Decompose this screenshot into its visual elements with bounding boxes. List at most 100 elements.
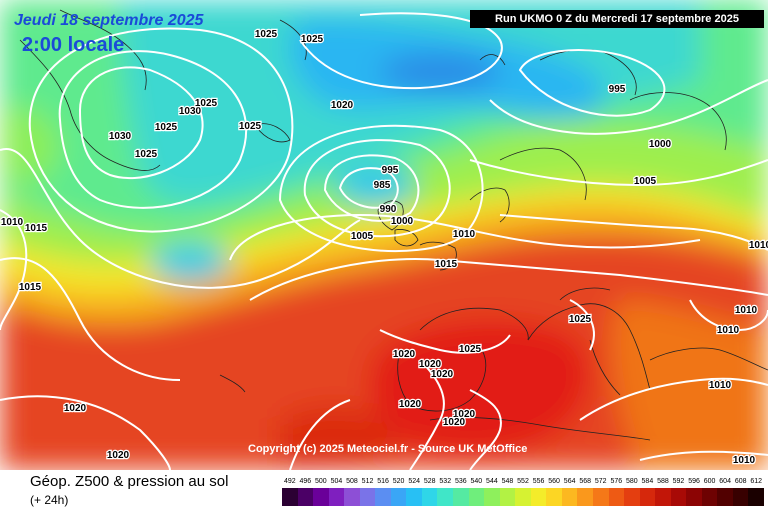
isobar-label: 1025 <box>239 121 262 132</box>
legend-swatch <box>421 488 438 506</box>
legend-label: 516 <box>377 478 389 485</box>
legend-swatch <box>453 488 470 506</box>
legend-swatch <box>375 488 392 506</box>
isobar-label: 1020 <box>64 403 87 414</box>
color-legend: 492 496 500 504 508 512 516 520 524 528 532 536 540 5… <box>282 478 765 506</box>
isobar-lines <box>0 12 768 470</box>
weather-map: 1025 102510201030103010251025102510259959… <box>0 0 768 470</box>
legend-swatch <box>639 488 656 506</box>
legend-swatch <box>499 488 516 506</box>
legend-label: 496 <box>299 478 312 485</box>
isobar-label: 1005 <box>634 176 657 187</box>
legend-swatch <box>592 488 609 506</box>
legend-swatch <box>359 488 376 506</box>
legend-swatch <box>561 488 578 506</box>
legend-label: 588 <box>657 478 669 485</box>
isobar-label: 1010 <box>709 380 732 391</box>
isobar-label: 1020 <box>393 349 416 360</box>
legend-label: 540 <box>470 478 483 485</box>
isobar-label: 1010 <box>1 217 24 228</box>
isobar-label: 1025 <box>135 149 158 160</box>
coastlines <box>19 9 768 441</box>
legend-swatch <box>717 488 734 506</box>
legend-swatch <box>732 488 749 506</box>
isobar-label: 1025 <box>459 344 482 355</box>
isobar-label: 995 <box>609 84 626 95</box>
legend-swatch <box>670 488 687 506</box>
isobar-label: 1010 <box>717 325 740 336</box>
isobar-label: 1025 <box>195 98 218 109</box>
legend-swatch <box>546 488 563 506</box>
legend-label: 524 <box>408 478 420 485</box>
legend-label: 552 <box>517 478 529 485</box>
legend-swatch <box>530 488 547 506</box>
legend-label: 536 <box>454 478 467 485</box>
legend-label: 556 <box>532 478 545 485</box>
legend-label: 592 <box>672 478 685 485</box>
legend-label: 572 <box>594 478 607 485</box>
legend-label: 508 <box>346 478 358 485</box>
isobar-label: 1020 <box>331 100 354 111</box>
legend-label: 596 <box>688 478 700 485</box>
legend-label: 548 <box>501 478 514 485</box>
legend-swatch <box>297 488 314 506</box>
legend-swatch <box>515 488 532 506</box>
legend-swatch <box>748 488 765 506</box>
legend-swatch <box>344 488 361 506</box>
legend-label: 500 <box>315 478 327 485</box>
legend-swatch <box>655 488 672 506</box>
isobar-labels: 1025 102510201030103010251025102510259959… <box>0 28 768 468</box>
legend-label: 612 <box>750 478 763 485</box>
legend-label: 512 <box>361 478 374 485</box>
isobar-label: 1025 <box>569 314 592 325</box>
legend-label: 564 <box>563 478 576 485</box>
legend-swatch <box>390 488 407 506</box>
legend-label: 520 <box>392 478 405 485</box>
isobar-label: 1000 <box>649 139 672 150</box>
legend-swatch <box>624 488 641 506</box>
isobar-label: 1025 <box>155 122 178 133</box>
forecast-offset: (+ 24h) <box>30 493 69 507</box>
legend-label: 492 <box>283 478 296 485</box>
legend-swatch <box>328 488 345 506</box>
isobar-label: 1020 <box>443 417 466 428</box>
legend-swatch <box>282 488 299 506</box>
map-title: Géop. Z500 & pression au sol <box>30 473 229 490</box>
legend-label: 560 <box>548 478 560 485</box>
footer: Géop. Z500 & pression au sol (+ 24h) 492… <box>0 470 768 512</box>
isobar-label: 1010 <box>735 305 758 316</box>
legend-label: 504 <box>330 478 343 485</box>
legend-label: 600 <box>703 478 716 485</box>
legend-label: 544 <box>486 478 498 485</box>
legend-label: 580 <box>625 478 638 485</box>
legend-label: 604 <box>719 478 731 485</box>
isobar-label: 1015 <box>435 259 458 270</box>
isobar-label: 1020 <box>431 369 454 380</box>
isobar-label: 990 <box>380 204 397 215</box>
isobar-label: 1020 <box>453 409 476 420</box>
isobar-label: 1010 <box>749 240 768 251</box>
run-info: Run UKMO 0 Z du Mercredi 17 septembre 20… <box>470 10 764 28</box>
legend-label: 608 <box>734 478 747 485</box>
legend-swatch <box>608 488 625 506</box>
legend-swatch <box>406 488 423 506</box>
isobar-label: 1000 <box>391 216 414 227</box>
legend-swatch <box>484 488 501 506</box>
isobar-label: 995 <box>382 165 399 176</box>
isobar-label: 1010 <box>453 229 476 240</box>
isobar-label: 1005 <box>351 231 374 242</box>
legend-label: 532 <box>439 478 452 485</box>
legend-label: 568 <box>579 478 592 485</box>
isobar-label: 1030 <box>179 106 202 117</box>
legend-swatch <box>686 488 703 506</box>
isobar-label: 1020 <box>399 399 422 410</box>
legend-label: 584 <box>641 478 654 485</box>
isobar-label: 1025 <box>255 29 278 40</box>
copyright-notice: Copyright (c) 2025 Meteociel.fr - Source… <box>248 443 528 455</box>
legend-swatch <box>313 488 330 506</box>
legend-label: 576 <box>610 478 623 485</box>
legend-label: 528 <box>423 478 436 485</box>
forecast-time: 2:00 locale <box>22 34 125 56</box>
isobar-label: 1020 <box>107 450 130 461</box>
geopotential-field <box>0 0 768 470</box>
